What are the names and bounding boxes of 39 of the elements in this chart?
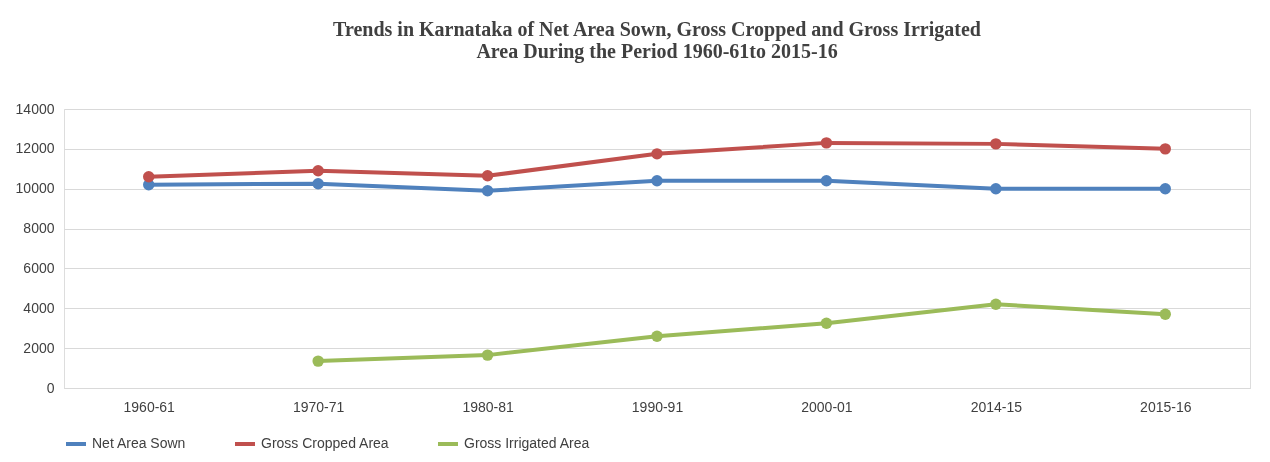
point [143, 171, 155, 183]
point [481, 349, 494, 361]
x-tick-label: 1970-71 [292, 398, 345, 415]
y-tick-label: 2000 [23, 339, 55, 356]
text: Area During the Period 1960-61to 2015-16 [476, 40, 838, 62]
point [1159, 308, 1171, 320]
legend-label: Gross Irrigated Area [464, 435, 590, 451]
y-tick-label: 6000 [23, 259, 55, 276]
legend-label: Net Area Sown [92, 435, 186, 451]
point [481, 185, 494, 197]
x-tick-label: 2014-15 [970, 398, 1023, 415]
point [651, 148, 663, 160]
point [990, 298, 1002, 310]
point [990, 138, 1002, 150]
legend-label: Gross Cropped Area [261, 435, 389, 451]
y-tick-label: 4000 [23, 299, 55, 316]
point [312, 355, 324, 367]
point [820, 137, 833, 149]
point [1159, 143, 1171, 155]
x-tick-label: 1980-81 [462, 398, 514, 415]
y-tick-label: 8000 [23, 220, 55, 237]
y-tick-label: 12000 [15, 140, 55, 157]
x-tick-label: 2000-01 [801, 398, 853, 415]
y-tick-label: 0 [46, 379, 55, 396]
point [481, 170, 494, 182]
x-tick-label: 2015-16 [1140, 398, 1192, 415]
point [820, 317, 833, 329]
y-tick-label: 10000 [15, 180, 55, 197]
text: Trends in Karnataka of Net Area Sown, Gross Cropped and Gross Irrigated [333, 18, 981, 40]
point [651, 175, 663, 187]
point [312, 178, 324, 190]
point [312, 165, 324, 177]
x-tick-label: 1960-61 [123, 398, 176, 415]
point [990, 183, 1002, 195]
x-tick-label: 1990-91 [631, 398, 684, 415]
point [1159, 183, 1171, 195]
point [820, 175, 833, 187]
point [651, 330, 663, 342]
y-tick-label: 14000 [15, 100, 55, 117]
